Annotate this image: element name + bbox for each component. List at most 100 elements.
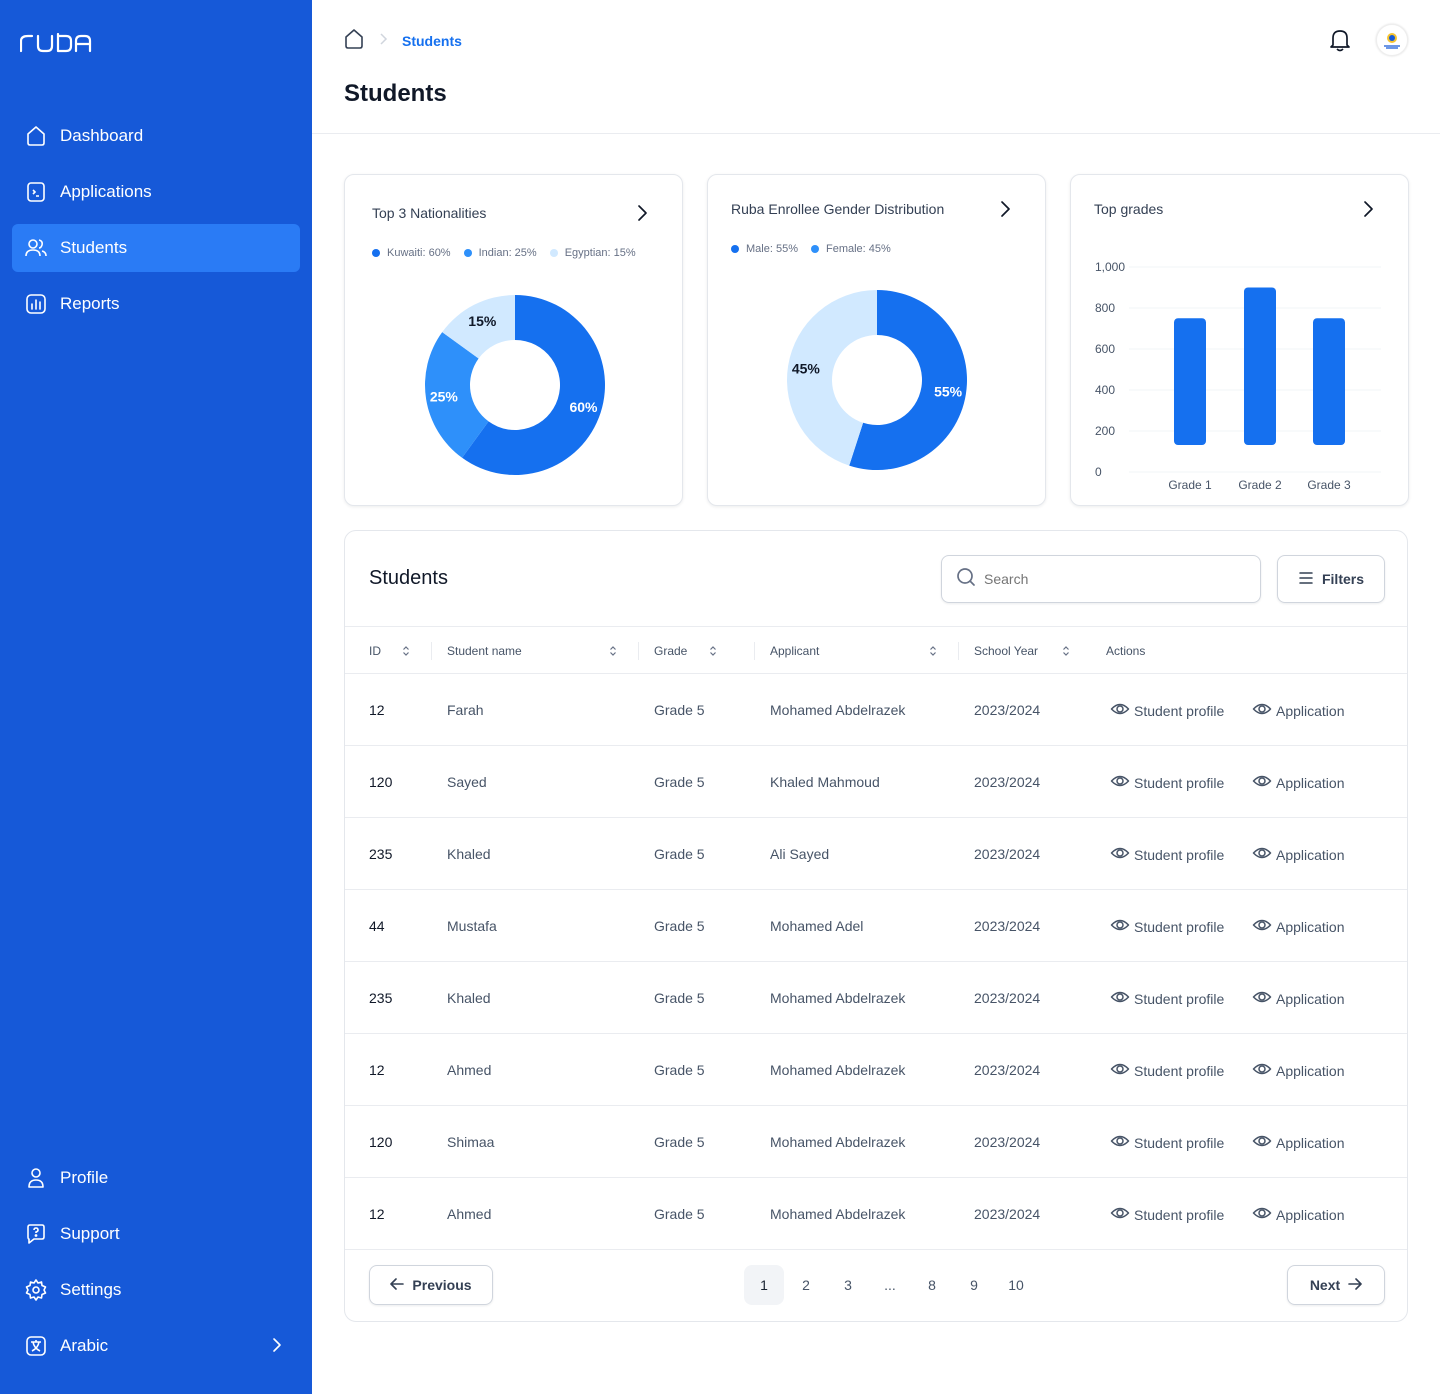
student-profile-link[interactable]: Student profile [1110, 915, 1224, 938]
student-profile-link[interactable]: Student profile [1110, 987, 1224, 1010]
action-label: Application [1276, 774, 1345, 791]
sidebar-item-label: Reports [60, 294, 120, 313]
previous-label: Previous [412, 1277, 472, 1293]
cell-id: 235 [369, 990, 393, 1006]
ruba-logo[interactable] [19, 32, 92, 58]
filter-lines-icon [1298, 571, 1314, 587]
application-link[interactable]: Application [1252, 915, 1345, 938]
page-number[interactable]: 9 [970, 1277, 978, 1293]
application-link[interactable]: Application [1252, 1131, 1345, 1154]
bar-chart-icon [24, 292, 48, 316]
cell-id: 120 [369, 1134, 393, 1150]
column-header-id[interactable]: ID [369, 644, 381, 658]
next-button[interactable]: Next [1287, 1265, 1385, 1305]
home-icon[interactable] [344, 28, 364, 53]
bell-icon[interactable] [1329, 28, 1351, 57]
student-profile-link[interactable]: Student profile [1110, 843, 1224, 866]
sidebar-item-applications[interactable]: Applications [12, 168, 300, 216]
pie-slice-male[interactable] [849, 290, 967, 470]
action-label: Application [1276, 846, 1345, 863]
table-row: 120 Shimaa Grade 5 Mohamed Abdelrazek 2023/2… [345, 1106, 1407, 1178]
sidebar-item-support[interactable]: Support [12, 1210, 300, 1258]
student-profile-link[interactable]: Student profile [1110, 1131, 1224, 1154]
sort-icon[interactable] [609, 645, 617, 660]
cell-applicant: Mohamed Abdelrazek [770, 1062, 906, 1078]
nationalities-card: Top 3 Nationalities Kuwaiti: 60% Indian:… [344, 174, 683, 506]
eye-icon [1110, 1203, 1130, 1226]
filters-button[interactable]: Filters [1277, 555, 1385, 603]
sort-icon[interactable] [929, 645, 937, 660]
cell-grade: Grade 5 [654, 702, 705, 718]
cell-school-year: 2023/2024 [974, 918, 1041, 934]
student-profile-link[interactable]: Student profile [1110, 1203, 1224, 1226]
page-number[interactable]: 3 [844, 1277, 852, 1293]
sort-icon[interactable] [709, 645, 717, 660]
y-tick-label: 600 [1095, 342, 1115, 356]
sidebar-item-dashboard[interactable]: Dashboard [12, 112, 300, 160]
cell-applicant: Mohamed Abdelrazek [770, 1134, 906, 1150]
slice-label: 45% [792, 361, 821, 377]
grades-bar-chart: 1,000 800 600 400 200 0 Grade 1 Grade 2 Grade 3 [1095, 260, 1381, 492]
cell-grade: Grade 5 [654, 1134, 705, 1150]
chevron-right-icon[interactable] [1358, 199, 1378, 224]
pie-slice-kuwaiti[interactable] [462, 295, 605, 475]
sidebar-item-reports[interactable]: Reports [12, 280, 300, 328]
breadcrumb-current[interactable]: Students [402, 32, 462, 49]
sidebar-item-profile[interactable]: Profile [12, 1154, 300, 1202]
sort-icon[interactable] [402, 645, 410, 660]
column-header-school-year[interactable]: School Year [974, 644, 1039, 658]
application-link[interactable]: Application [1252, 843, 1345, 866]
bar-grade-1[interactable] [1174, 318, 1206, 445]
avatar[interactable] [1376, 24, 1408, 56]
chart-legend: Male: 55% Female: 45% [731, 243, 891, 255]
y-tick-label: 0 [1095, 465, 1102, 479]
x-tick-label: Grade 3 [1307, 478, 1351, 492]
translate-icon [24, 1334, 48, 1358]
search-input[interactable] [984, 571, 1234, 587]
bar-grade-3[interactable] [1313, 318, 1345, 445]
cell-grade: Grade 5 [654, 918, 705, 934]
previous-button[interactable]: Previous [369, 1265, 493, 1305]
application-link[interactable]: Application [1252, 1203, 1345, 1226]
cell-school-year: 2023/2024 [974, 1062, 1041, 1078]
pie-slice-egyptian[interactable] [442, 295, 515, 359]
application-link[interactable]: Application [1252, 699, 1345, 722]
cell-id: 12 [369, 1062, 385, 1078]
application-link[interactable]: Application [1252, 987, 1345, 1010]
sidebar-item-students[interactable]: Students [12, 224, 300, 272]
pie-slice-indian[interactable] [425, 332, 489, 458]
chart-legend: Kuwaiti: 60% Indian: 25% Egyptian: 15% [372, 247, 636, 259]
chevron-right-icon[interactable] [632, 203, 652, 228]
chevron-right-icon[interactable] [995, 199, 1015, 224]
slice-label: 15% [468, 313, 497, 329]
cell-id: 12 [369, 1206, 385, 1222]
column-header-student-name[interactable]: Student name [447, 644, 522, 658]
student-profile-link[interactable]: Student profile [1110, 1059, 1224, 1082]
search-box[interactable] [941, 555, 1261, 603]
table-row: 120 Sayed Grade 5 Khaled Mahmoud 2023/2024 St… [345, 746, 1407, 818]
document-icon [24, 180, 48, 204]
sidebar-item-arabic[interactable]: Arabic [12, 1322, 300, 1370]
nationalities-donut-chart: 60% 25% 15% [425, 295, 605, 475]
cell-id: 120 [369, 774, 393, 790]
legend-item: Kuwaiti: 60% [372, 247, 451, 259]
cell-grade: Grade 5 [654, 1062, 705, 1078]
table-row: 12 Ahmed Grade 5 Mohamed Abdelrazek 2023/202… [345, 1178, 1407, 1250]
bar-grade-2[interactable] [1244, 287, 1276, 446]
application-link[interactable]: Application [1252, 1059, 1345, 1082]
column-header-grade[interactable]: Grade [654, 644, 688, 658]
pie-slice-female[interactable] [786, 290, 877, 466]
student-profile-link[interactable]: Student profile [1110, 699, 1224, 722]
sidebar-item-settings[interactable]: Settings [12, 1266, 300, 1314]
action-label: Application [1276, 918, 1345, 935]
column-header-applicant[interactable]: Applicant [770, 644, 820, 658]
page-number[interactable]: 1 [744, 1265, 784, 1305]
student-profile-link[interactable]: Student profile [1110, 771, 1224, 794]
sort-icon[interactable] [1062, 645, 1070, 660]
slice-label: 25% [430, 388, 459, 404]
cell-student-name: Mustafa [447, 918, 497, 934]
application-link[interactable]: Application [1252, 771, 1345, 794]
page-number[interactable]: 2 [802, 1277, 810, 1293]
page-number[interactable]: 10 [1008, 1277, 1024, 1293]
page-number[interactable]: 8 [928, 1277, 936, 1293]
